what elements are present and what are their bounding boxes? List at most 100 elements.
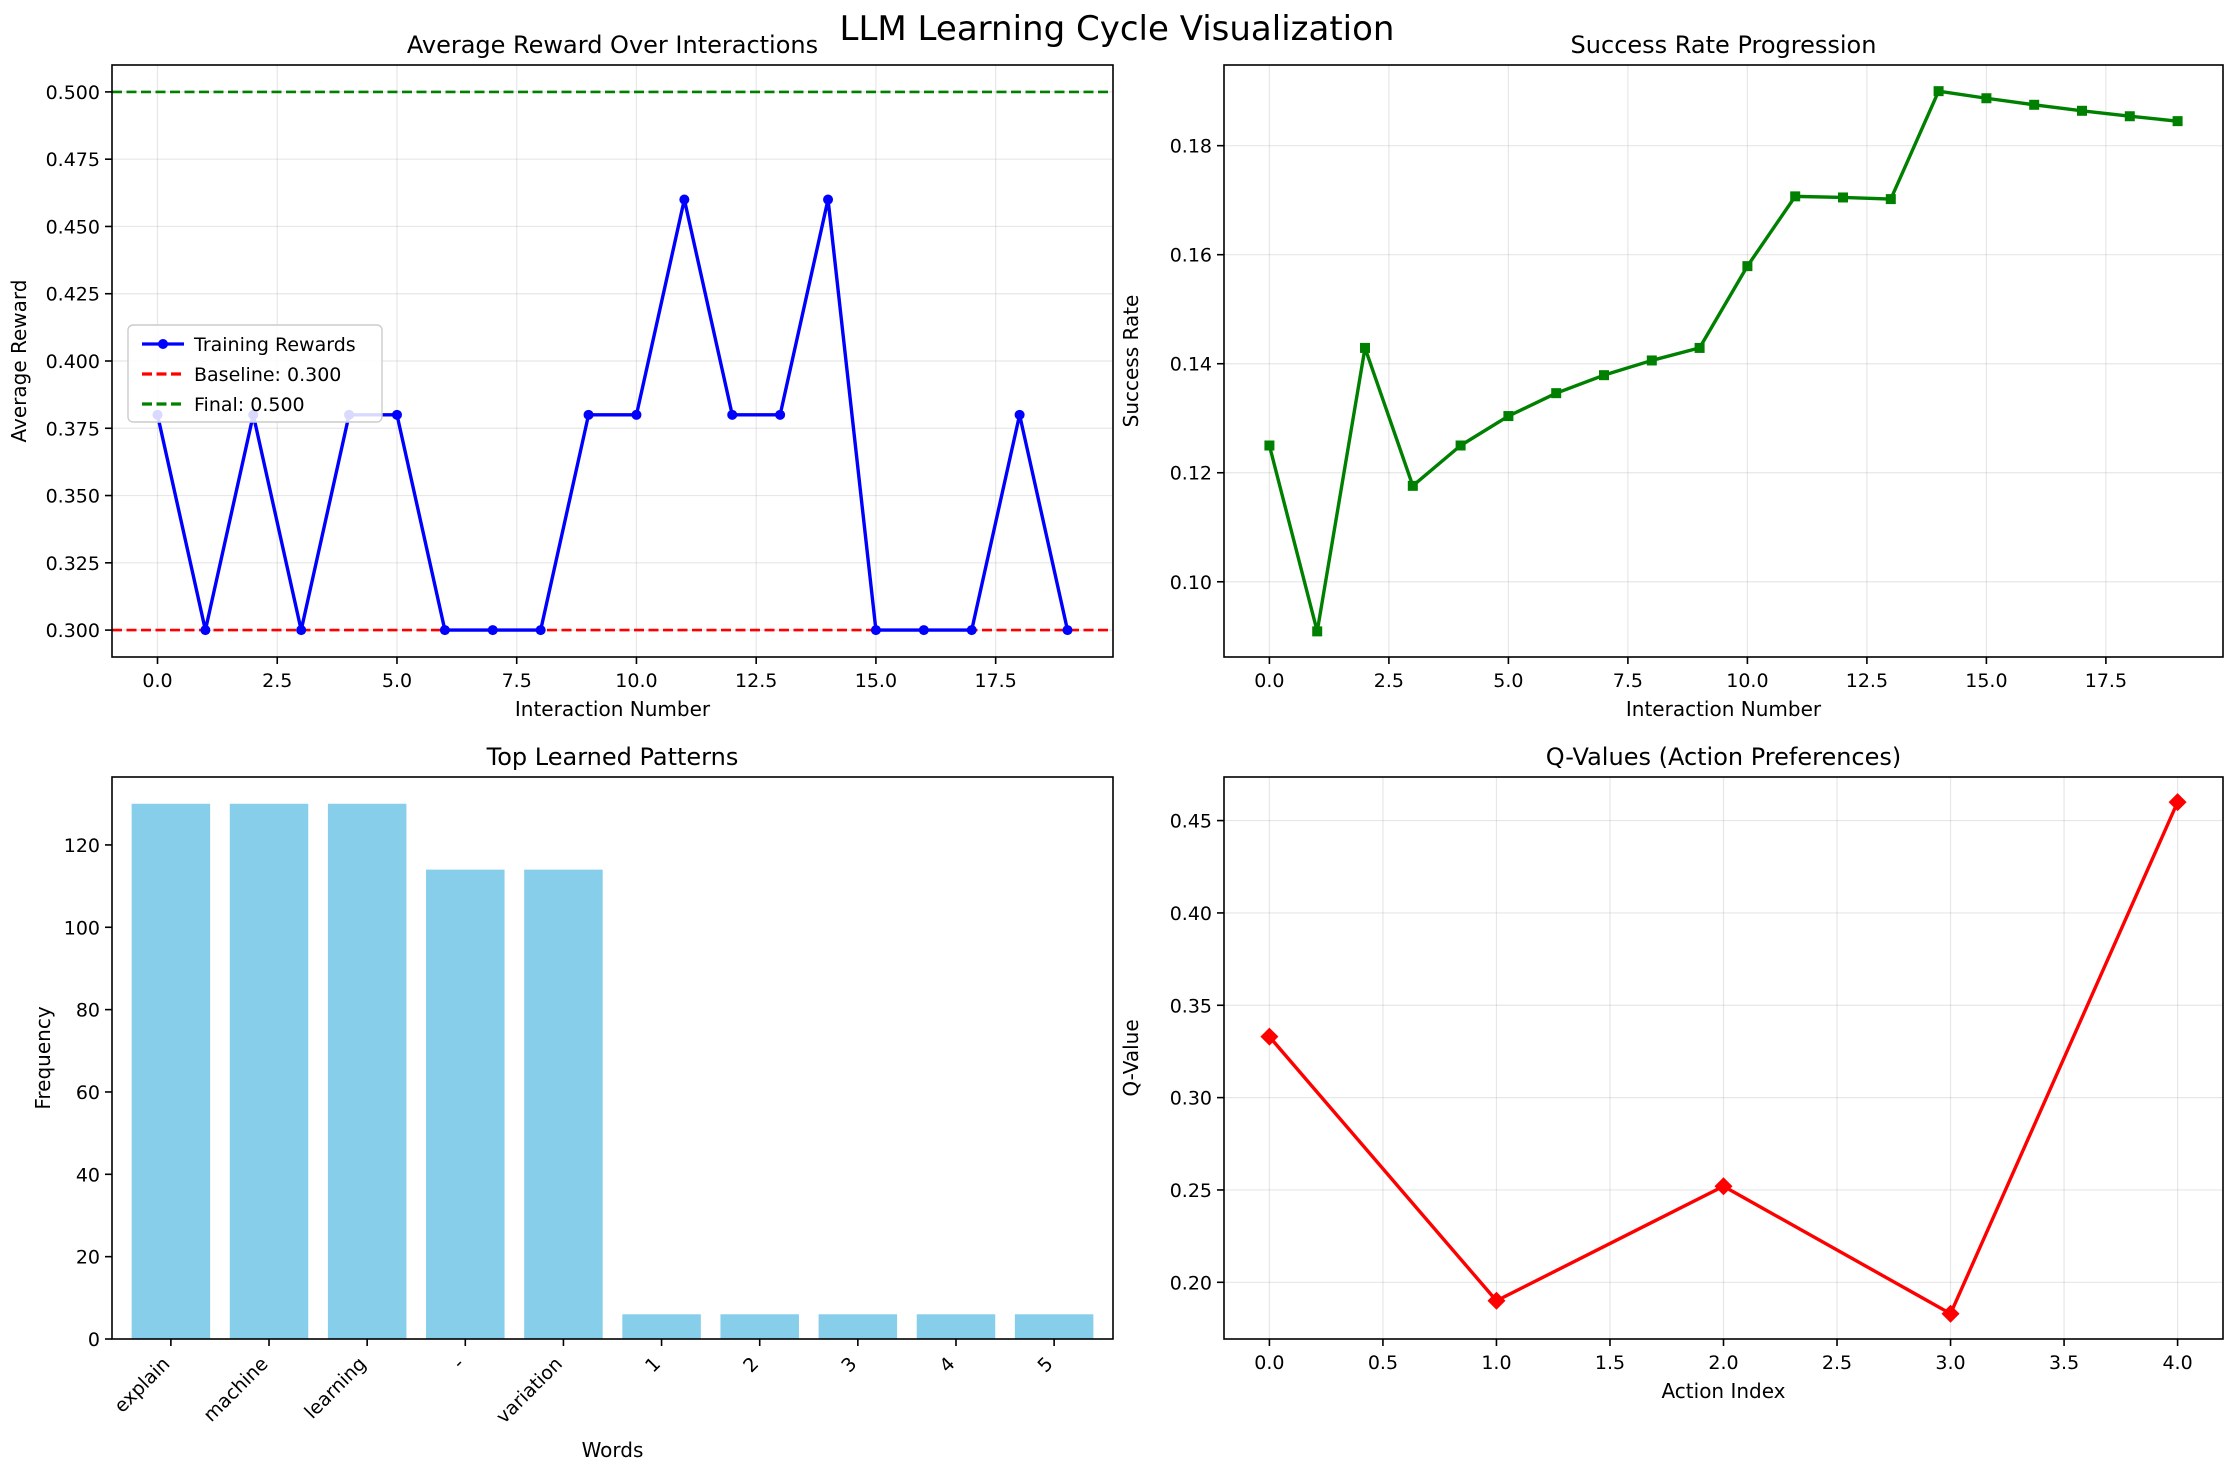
y-tick-label: 80 [76,1000,100,1022]
x-tick-label: 3.5 [2049,1352,2079,1374]
x-tick-label: 1 [641,1353,665,1377]
y-tick-label: 0.35 [1170,995,1212,1017]
y-tick-label: 0.350 [46,486,100,508]
legend: Training Rewards Baseline: 0.300 Final: 0.… [127,324,383,423]
axes-frame [1223,64,2224,658]
bar-9 [1014,1314,1094,1339]
x-tick-label: 15.0 [855,670,897,692]
data-point-2 [1360,342,1371,353]
bar-5 [622,1314,701,1339]
y-tick-label: 0.25 [1170,1180,1212,1202]
x-tick-label: 1.0 [1481,1352,1511,1374]
x-tick-label: 2.5 [1374,670,1404,692]
data-point-19 [1062,625,1073,636]
data-point-19 [2172,116,2183,127]
bar-6 [720,1314,799,1339]
data-point-16 [918,625,929,636]
y-tick-label: 0.400 [46,351,100,373]
legend-marker [158,339,168,349]
x-tick-label: 12.5 [735,670,777,692]
y-tick-label: 0.45 [1170,811,1212,833]
x-tick-label: 0.5 [1368,1352,1398,1374]
chart-panel-4: 0.20 0.25 0.30 0.35 0.40 0.45 0.0 0.5 1.0 1.5 2.0 2… [1119,743,2224,1403]
data-point-15 [870,625,881,636]
data-point-15 [1981,93,1992,104]
data-point-9 [583,409,594,420]
y-tick-label: 20 [76,1247,100,1269]
y-tick-label: 0.16 [1170,245,1212,267]
data-point-5 [391,409,402,420]
y-tick-label: 0 [88,1329,100,1351]
y-axis-label: Success Rate [1119,295,1143,428]
data-point-4 [1455,440,1466,451]
x-tick-label: 17.5 [975,670,1017,692]
data-point-12 [727,409,738,420]
axes-frame [111,776,1114,1340]
data-point-11 [679,194,690,205]
y-axis-label: Frequency [31,1006,55,1109]
x-tick-label: 0.0 [1254,670,1284,692]
data-point-3 [296,625,307,636]
y-tick-label: 0.10 [1170,572,1212,594]
data-point-0 [1260,1027,1279,1046]
data-point-9 [1694,342,1705,353]
chart-title: Q-Values (Action Preferences) [1546,743,1902,771]
y-tick-label: 0.40 [1170,903,1212,925]
legend-box [127,324,383,423]
chart-panel-2: 0.10 0.12 0.14 0.16 0.18 0.0 2.5 5.0 7.5 10.0 12.5… [1119,31,2224,721]
data-point-1 [200,625,211,636]
data-point-14 [823,194,834,205]
x-tick-label: 7.5 [1613,670,1643,692]
y-tick-label: 100 [64,917,100,939]
bar-4 [524,869,603,1339]
x-tick-label: 12.5 [1846,670,1888,692]
y-tick-label: 120 [64,835,100,857]
legend-label: Baseline: 0.300 [194,364,341,386]
data-point-1 [1312,626,1323,637]
y-tick-label: 0.425 [46,284,100,306]
data-point-17 [2076,105,2087,116]
y-tick-label: 0.450 [46,216,100,238]
x-tick-label: 2.5 [262,670,292,692]
x-tick-label: 5.0 [382,670,412,692]
bar-7 [818,1314,898,1339]
chart-title: Top Learned Patterns [486,743,739,771]
data-point-3 [1407,480,1418,491]
x-tick-label: 5.0 [1493,670,1523,692]
bar-3 [426,869,505,1339]
x-tick-label: 3.0 [1935,1352,1965,1374]
bar-0 [131,803,211,1339]
y-axis-label: Average Reward [7,280,31,443]
y-tick-label: 0.300 [46,620,100,642]
y-tick-label: 0.30 [1170,1088,1212,1110]
x-tick-label: 1.5 [1595,1352,1625,1374]
x-axis-label: Interaction Number [1626,697,1822,721]
x-tick-label: 2.5 [1822,1352,1852,1374]
x-tick-label: 3 [837,1353,861,1377]
x-tick-label: machine [199,1353,272,1426]
y-tick-label: 0.18 [1170,136,1212,158]
x-tick-label: 0.0 [142,670,172,692]
y-tick-label: 60 [76,1082,100,1104]
data-point-2 [1714,1177,1733,1196]
legend-label: Final: 0.500 [194,394,305,416]
data-point-16 [2029,99,2040,110]
y-tick-label: 0.14 [1170,354,1212,376]
x-axis-label: Interaction Number [515,697,711,721]
data-point-11 [1790,191,1801,202]
x-tick-label: 4 [935,1353,959,1377]
data-point-8 [1646,355,1657,366]
data-point-5 [1503,411,1514,422]
x-tick-label: 4.0 [2162,1352,2192,1374]
y-tick-label: 0.375 [46,418,100,440]
series-line-0 [155,197,1070,632]
bar-8 [916,1314,996,1339]
chart-title: Average Reward Over Interactions [407,31,818,59]
figure-title: LLM Learning Cycle Visualization [840,9,1395,49]
data-point-0 [1264,440,1275,451]
data-point-12 [1837,192,1848,203]
y-tick-label: 0.325 [46,553,100,575]
data-point-10 [1742,261,1753,272]
data-point-1 [1487,1291,1506,1310]
